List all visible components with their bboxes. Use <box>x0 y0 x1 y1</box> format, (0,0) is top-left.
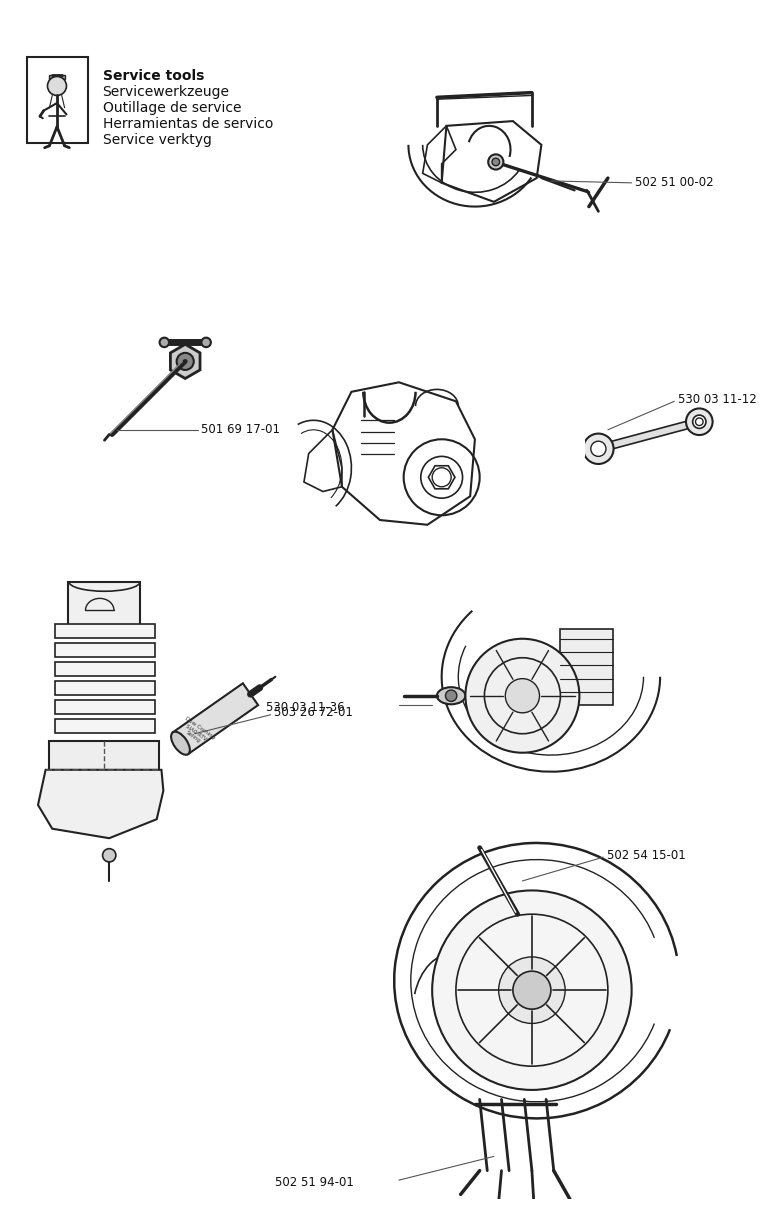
Polygon shape <box>170 344 200 379</box>
Text: 501 69 17-01: 501 69 17-01 <box>202 423 280 437</box>
Circle shape <box>492 159 500 166</box>
Text: 502 51 94-01: 502 51 94-01 <box>276 1176 354 1188</box>
Text: Outillage de service: Outillage de service <box>102 101 241 116</box>
Circle shape <box>47 76 66 96</box>
Bar <box>27 58 89 143</box>
Polygon shape <box>513 914 523 924</box>
Text: 502 51 00-02: 502 51 00-02 <box>636 176 714 189</box>
Circle shape <box>432 891 632 1090</box>
Polygon shape <box>38 770 163 838</box>
Circle shape <box>591 442 606 456</box>
Bar <box>55 681 155 695</box>
Text: 530 03 11-36: 530 03 11-36 <box>266 701 345 713</box>
Circle shape <box>202 338 211 347</box>
Bar <box>55 700 155 713</box>
Text: Dow Corning
SIA0 RTV
Seling: Dow Corning SIA0 RTV Seling <box>177 716 215 749</box>
Text: Herramientas de servico: Herramientas de servico <box>102 117 273 132</box>
Bar <box>50 742 159 770</box>
Circle shape <box>686 408 713 435</box>
Text: Servicewerkzeuge: Servicewerkzeuge <box>102 85 229 98</box>
Circle shape <box>445 690 457 701</box>
Ellipse shape <box>437 688 465 705</box>
Bar <box>55 625 155 638</box>
Circle shape <box>465 638 579 753</box>
Circle shape <box>102 849 116 862</box>
Text: Service tools: Service tools <box>102 69 204 82</box>
Ellipse shape <box>171 732 189 755</box>
Circle shape <box>505 679 539 713</box>
Polygon shape <box>597 418 701 453</box>
Circle shape <box>693 415 706 428</box>
Text: Service verktyg: Service verktyg <box>102 133 212 148</box>
Circle shape <box>513 972 551 1009</box>
Text: 502 54 15-01: 502 54 15-01 <box>607 849 685 862</box>
Circle shape <box>488 154 503 170</box>
Circle shape <box>160 338 169 347</box>
Circle shape <box>176 353 194 370</box>
Polygon shape <box>173 684 258 754</box>
Bar <box>55 663 155 675</box>
Text: 530 03 11-12: 530 03 11-12 <box>678 392 757 406</box>
Bar <box>69 582 140 630</box>
Circle shape <box>499 957 565 1023</box>
Circle shape <box>583 434 613 464</box>
Bar <box>560 630 613 705</box>
Text: 503 26 72-01: 503 26 72-01 <box>274 706 354 720</box>
Bar <box>55 720 155 733</box>
Bar <box>55 643 155 657</box>
Bar <box>50 75 65 79</box>
